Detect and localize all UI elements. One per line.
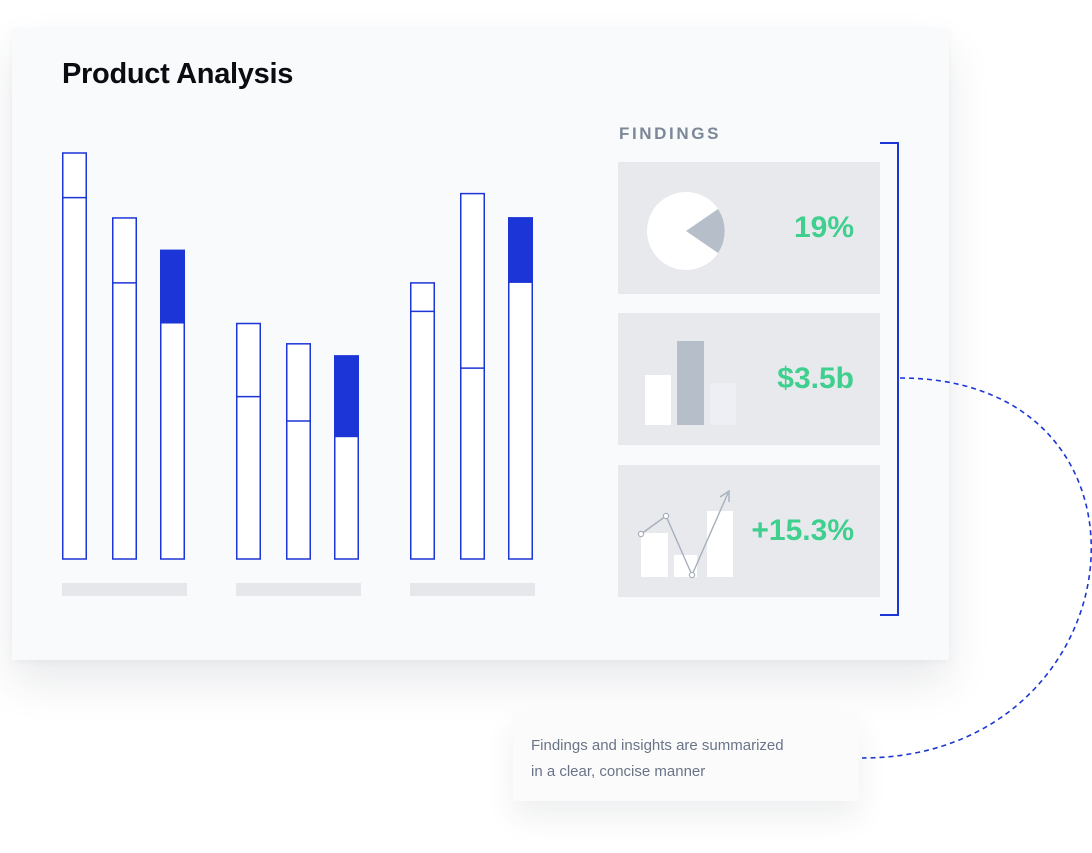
- note-line-2: in a clear, concise manner: [531, 763, 706, 780]
- bar-chart-icon: [645, 341, 736, 425]
- finding-card-revenue: $3.5b: [618, 313, 880, 445]
- bar-1: [62, 152, 87, 560]
- finding-value-growth: +15.3%: [751, 514, 854, 547]
- finding-card-share: 19%: [618, 162, 880, 294]
- group-label-placeholder-2: [236, 583, 361, 596]
- page-title: Product Analysis: [62, 58, 294, 90]
- bar-8: [460, 192, 485, 560]
- bar-4: [236, 322, 261, 560]
- findings-heading: FINDINGS: [619, 124, 722, 143]
- bar-6-highlight-segment: [334, 355, 359, 438]
- bar-5: [286, 343, 311, 560]
- finding-value-share: 19%: [793, 211, 854, 244]
- findings-bracket: [880, 142, 899, 616]
- finding-value-revenue: $3.5b: [777, 362, 854, 395]
- bar-7: [410, 282, 435, 560]
- bar-3-highlight-segment: [160, 249, 185, 324]
- group-label-placeholder-1: [62, 583, 187, 596]
- bar-chart: [62, 152, 535, 596]
- bar-9-highlight-segment: [508, 217, 533, 283]
- note-callout: Findings and insights are summarized in …: [513, 713, 859, 801]
- pie-chart-icon: [647, 192, 725, 270]
- bar-2: [112, 217, 137, 560]
- group-label-placeholder-3: [410, 583, 535, 596]
- note-line-1: Findings and insights are summarized: [531, 737, 784, 754]
- trend-chart-icon: [637, 489, 733, 579]
- finding-card-growth: +15.3%: [618, 465, 880, 597]
